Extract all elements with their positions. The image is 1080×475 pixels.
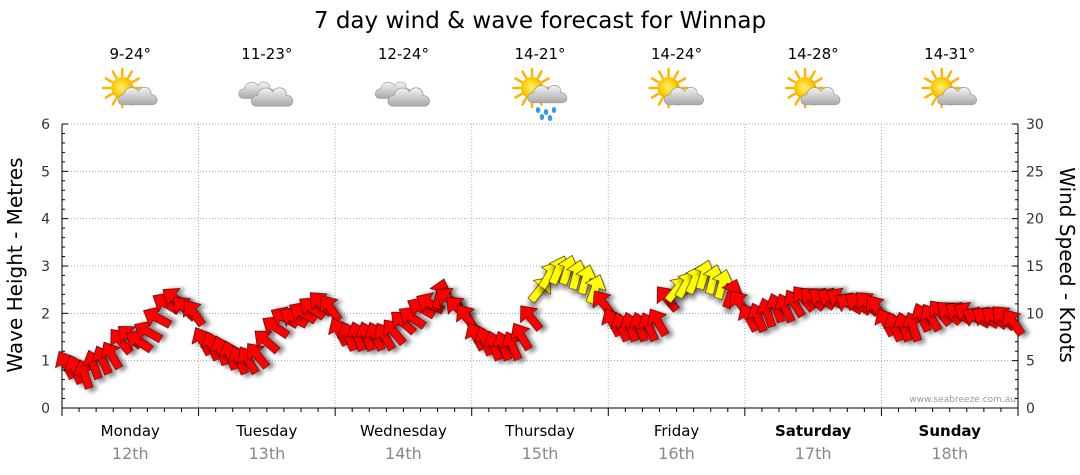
- cloud-icon: [800, 87, 841, 106]
- left-tick-label: 6: [41, 117, 50, 133]
- temperature-label: 14-31°: [924, 45, 975, 63]
- axes: [61, 123, 1019, 416]
- temperature-label: 11-23°: [241, 45, 292, 63]
- credit-text: www.seabreeze.com.au: [909, 395, 1016, 405]
- day-date-label: 18th: [931, 444, 968, 463]
- day-labels: Monday 12th Tuesday 13th Wednesday 14th Thursd…: [101, 422, 981, 463]
- day-date-label: 15th: [522, 444, 559, 463]
- left-axis-title: Wave Height - Metres: [3, 157, 27, 372]
- left-tick-label: 3: [41, 259, 50, 275]
- right-tick-label: 5: [1026, 354, 1035, 370]
- wind-arrow: [510, 322, 533, 352]
- right-axis-ticks: 0 5 10 15 20 25 30: [1026, 117, 1044, 417]
- temperature-label: 14-21°: [514, 45, 565, 63]
- cloud-icon: [663, 87, 704, 106]
- left-tick-label: 0: [41, 401, 50, 417]
- showers-icon: [511, 67, 568, 121]
- wind-arrow: [100, 341, 123, 371]
- chart-title: 7 day wind & wave forecast for Winnap: [314, 8, 766, 34]
- right-tick-label: 15: [1026, 259, 1044, 275]
- right-tick-label: 20: [1026, 212, 1044, 228]
- left-tick-label: 2: [41, 306, 50, 322]
- right-tick-label: 30: [1026, 117, 1044, 133]
- day-date-label: 14th: [385, 444, 422, 463]
- left-axis-ticks: 0 1 2 3 4 5 6: [41, 117, 50, 417]
- day-name-label: Saturday: [775, 422, 852, 440]
- day-date-label: 12th: [112, 444, 149, 463]
- temperature-label: 14-24°: [651, 45, 702, 63]
- wind-arrow: [183, 300, 206, 328]
- day-name-label: Sunday: [919, 422, 982, 440]
- right-axis-title: Wind Speed - Knots: [1055, 167, 1079, 363]
- cloud-icon: [527, 85, 568, 104]
- grid-lines: [62, 123, 1018, 408]
- day-date-label: 13th: [248, 444, 285, 463]
- temperature-label: 14-28°: [788, 45, 839, 63]
- left-tick-label: 1: [41, 354, 50, 370]
- cloud-icon: [251, 87, 294, 107]
- partly-cloudy-icon: [102, 67, 158, 109]
- temperature-label: 12-24°: [378, 45, 429, 63]
- day-name-label: Thursday: [504, 422, 575, 440]
- cloudy-icon: [375, 81, 430, 107]
- cloud-icon: [937, 87, 977, 106]
- right-tick-label: 25: [1026, 164, 1044, 180]
- wind-arrow: [647, 308, 670, 338]
- partly-cloudy-icon: [648, 67, 704, 109]
- day-date-label: 17th: [795, 444, 832, 463]
- day-name-label: Wednesday: [360, 422, 447, 440]
- wind-arrows: [55, 255, 1026, 390]
- cloudy-icon: [238, 81, 294, 107]
- wind-arrow: [1002, 309, 1026, 337]
- temperature-label: 9-24°: [110, 45, 152, 63]
- wind-arrow: [254, 330, 281, 355]
- weather-icon-row: [102, 67, 977, 121]
- partly-cloudy-icon: [921, 67, 977, 109]
- cloud-icon: [387, 87, 430, 107]
- day-date-label: 16th: [658, 444, 695, 463]
- day-name-label: Friday: [654, 422, 700, 440]
- partly-cloudy-icon: [784, 67, 841, 109]
- rain-drops: [535, 107, 557, 121]
- wind-arrow: [416, 292, 446, 315]
- day-name-label: Tuesday: [235, 422, 297, 440]
- left-tick-label: 5: [41, 164, 50, 180]
- wind-arrow: [520, 305, 544, 332]
- wind-arrow: [585, 274, 607, 305]
- wind-arrow: [319, 295, 343, 323]
- day-name-label: Monday: [101, 422, 160, 440]
- right-tick-label: 10: [1026, 306, 1044, 322]
- cloud-icon: [117, 87, 158, 106]
- temperature-row: 9-24° 11-23° 12-24° 14-21° 14-24° 14-28° 14-31…: [110, 45, 976, 63]
- wind-arrow: [247, 343, 271, 370]
- right-tick-label: 0: [1026, 401, 1035, 417]
- left-tick-label: 4: [41, 212, 50, 228]
